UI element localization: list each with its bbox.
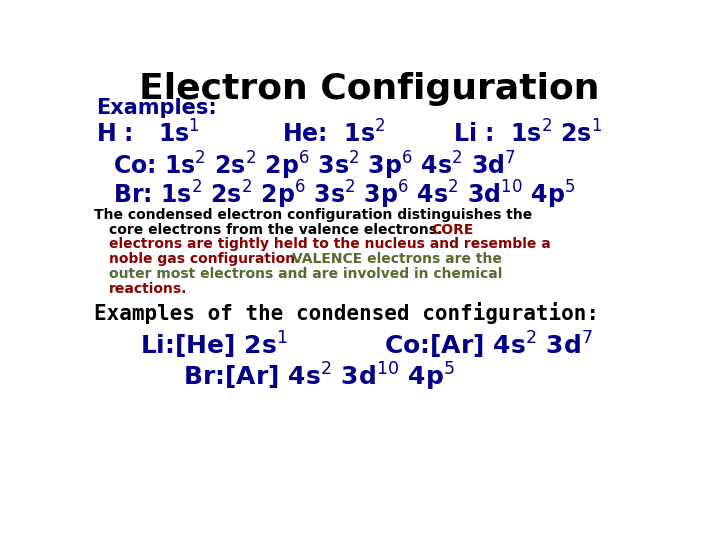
Text: noble gas configuration.: noble gas configuration. [109,252,301,266]
Text: H :   1s$^1$: H : 1s$^1$ [96,120,200,147]
Text: electrons are tightly held to the nucleus and resemble a: electrons are tightly held to the nucleu… [109,237,551,251]
Text: Li :  1s$^2$ 2s$^1$: Li : 1s$^2$ 2s$^1$ [453,120,602,147]
Text: VALENCE electrons are the: VALENCE electrons are the [292,252,501,266]
Text: He:  1s$^2$: He: 1s$^2$ [282,120,385,147]
Text: Electron Configuration: Electron Configuration [139,72,599,106]
Text: Li:[He] 2s$^1$: Li:[He] 2s$^1$ [140,330,288,361]
Text: Br:[Ar] 4s$^2$ 3d$^{10}$ 4p$^5$: Br:[Ar] 4s$^2$ 3d$^{10}$ 4p$^5$ [183,361,455,394]
Text: Co: 1s$^2$ 2s$^2$ 2p$^6$ 3s$^2$ 3p$^6$ 4s$^2$ 3d$^7$: Co: 1s$^2$ 2s$^2$ 2p$^6$ 3s$^2$ 3p$^6$ 4… [113,150,516,181]
Text: outer most electrons and are involved in chemical: outer most electrons and are involved in… [109,267,503,281]
Text: The condensed electron configuration distinguishes the: The condensed electron configuration dis… [94,208,532,222]
Text: Examples:: Examples: [96,98,217,118]
Text: Br: 1s$^2$ 2s$^2$ 2p$^6$ 3s$^2$ 3p$^6$ 4s$^2$ 3d$^{10}$ 4p$^5$: Br: 1s$^2$ 2s$^2$ 2p$^6$ 3s$^2$ 3p$^6$ 4… [113,179,575,211]
Text: Examples of the condensed configuration:: Examples of the condensed configuration: [94,302,599,324]
Text: core electrons from the valence electrons.: core electrons from the valence electron… [109,222,443,237]
Text: reactions.: reactions. [109,282,188,296]
Text: Co:[Ar] 4s$^2$ 3d$^7$: Co:[Ar] 4s$^2$ 3d$^7$ [384,330,593,361]
Text: CORE: CORE [431,222,473,237]
